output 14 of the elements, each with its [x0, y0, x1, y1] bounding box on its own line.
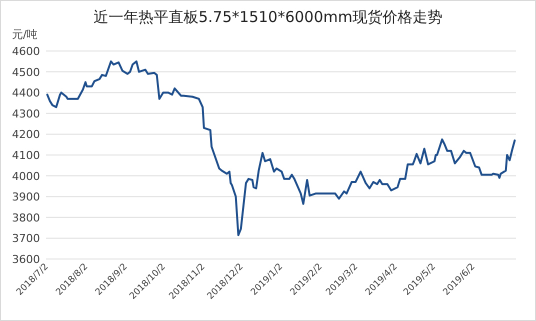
- y-tick-label: 3900: [12, 190, 40, 204]
- y-tick-label: 4400: [12, 86, 40, 100]
- y-tick-label: 4200: [12, 128, 40, 142]
- y-tick-label: 4600: [12, 45, 40, 58]
- y-tick-label: 4300: [12, 107, 40, 120]
- y-axis-title: 元/吨: [12, 28, 38, 41]
- y-tick-label: 3600: [12, 253, 40, 266]
- chart-title: 近一年热平直板5.75*1510*6000mm现货价格走势: [94, 8, 442, 26]
- y-tick-label: 4100: [12, 149, 40, 162]
- y-tick-label: 3800: [12, 211, 40, 224]
- line-series: [46, 60, 516, 236]
- y-tick-label: 4500: [12, 66, 40, 79]
- y-tick-label: 3700: [12, 232, 40, 246]
- y-tick-label: 4000: [12, 170, 40, 183]
